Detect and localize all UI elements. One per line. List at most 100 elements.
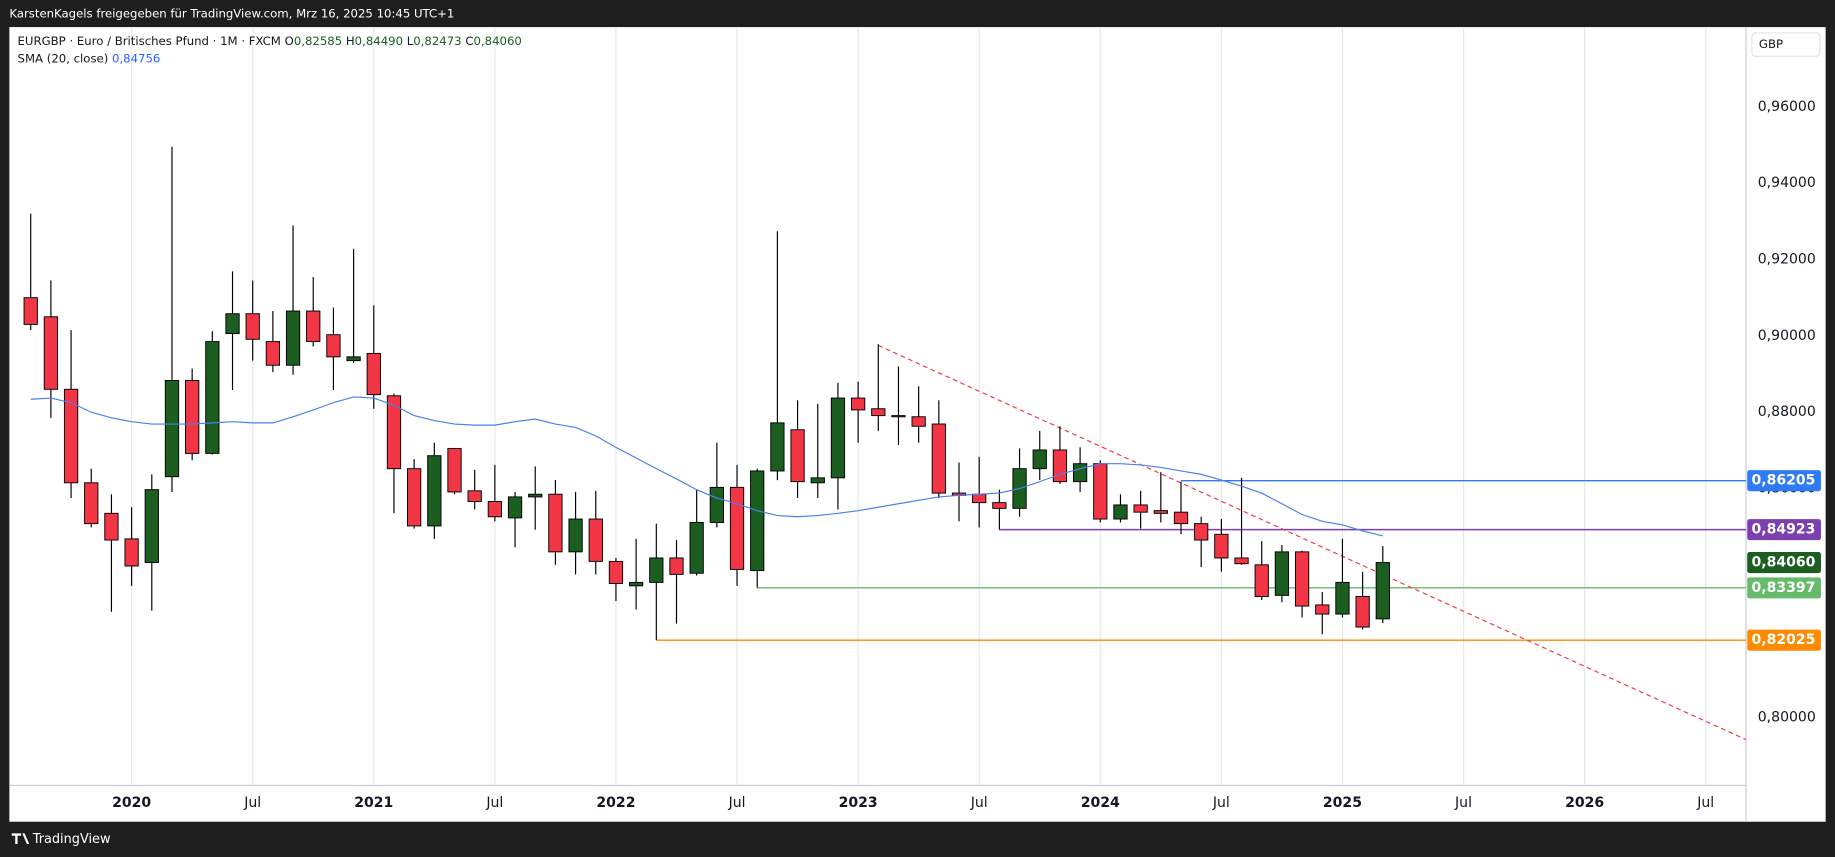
x-tick-label: 2021 (354, 795, 393, 811)
candle-body (1234, 557, 1249, 565)
candle-body (911, 416, 926, 427)
x-tick-label: Jul (1212, 795, 1230, 811)
candle-body (790, 429, 805, 483)
y-tick-label: 0,90000 (1758, 328, 1816, 344)
share-text: KarstenKagels freigegeben für TradingVie… (9, 7, 454, 21)
symbol-legend: EURGBP · Euro / Britisches Pfund · 1M · … (18, 34, 522, 48)
level-tag-box (1747, 519, 1821, 541)
candle-body (568, 518, 583, 553)
y-tick-label: 0,96000 (1758, 99, 1816, 115)
candle-body (245, 313, 260, 340)
candle-body (104, 512, 119, 541)
x-tick-label: Jul (728, 795, 746, 811)
candle-body (931, 423, 946, 494)
x-tick-label: Jul (970, 795, 988, 811)
ohlc-key: H (346, 34, 355, 48)
candle-body (84, 482, 99, 525)
last-price-tag: 0,84060 (1752, 555, 1816, 571)
candle-body (326, 334, 341, 358)
candle-body (205, 341, 220, 454)
x-tick-label: Jul (243, 795, 261, 811)
candle-body (265, 341, 281, 366)
candle-body (1355, 596, 1370, 628)
candle-body (1113, 504, 1128, 520)
y-tick-label: 0,88000 (1758, 404, 1816, 420)
y-tick-label: 0,80000 (1758, 710, 1816, 726)
currency-box (1751, 32, 1821, 57)
trendline (878, 344, 1747, 741)
candle-body (225, 313, 240, 335)
candle-body (729, 486, 745, 570)
candle-body (63, 388, 79, 484)
ohlc-value: 0,82473 (413, 34, 461, 48)
sma-line (30, 396, 1383, 537)
level-tag-box (1747, 577, 1821, 599)
candle-body (850, 397, 866, 411)
x-tick-label: 2022 (596, 795, 635, 811)
sma-legend: SMA (20, close) 0,84756 (18, 51, 161, 65)
candle-body (1335, 581, 1350, 615)
level-tag: 0,82025 (1752, 632, 1816, 648)
last-price-tag-box (1747, 552, 1821, 574)
x-tick-label: 2020 (112, 795, 151, 811)
candle-body (1315, 604, 1330, 615)
candle-body (427, 455, 442, 527)
ohlc-key: O (285, 34, 294, 48)
candle-body (487, 501, 502, 518)
candle-body (649, 557, 664, 583)
candle-body (689, 522, 704, 574)
candle-body (548, 493, 563, 553)
candle-body (709, 486, 724, 523)
candle-body (164, 380, 180, 478)
ohlc-value: 0,84490 (355, 34, 403, 48)
candle-body (366, 352, 381, 396)
candle-body (669, 557, 684, 575)
candle-body (1153, 510, 1168, 514)
level-tag: 0,86205 (1752, 473, 1816, 489)
candle-body (1032, 449, 1047, 470)
candle-body (23, 297, 38, 325)
x-tick-label: 2026 (1565, 795, 1604, 811)
brand-logo (11, 833, 30, 844)
candle-body (306, 310, 321, 343)
candle-body (770, 422, 785, 472)
candle-body (1254, 564, 1269, 597)
candle-body (144, 489, 159, 564)
candle-body (447, 447, 462, 493)
candle-body (750, 470, 765, 572)
candle-body (346, 356, 361, 362)
candle-body (891, 415, 906, 418)
x-tick-label: Jul (1454, 795, 1472, 811)
x-tick-label: Jul (485, 795, 503, 811)
candle-body (285, 310, 301, 366)
candle-body (124, 538, 139, 567)
candle-body (830, 397, 846, 479)
symbol: EURGBP · Euro / Britisches Pfund · 1M · … (18, 34, 281, 48)
x-tick-label: 2024 (1081, 795, 1120, 811)
y-tick-label: 0,92000 (1758, 252, 1816, 268)
level-tag-box (1747, 470, 1821, 492)
x-tick-label: Jul (1696, 795, 1714, 811)
sma-value: 0,84756 (112, 51, 160, 65)
candle-body (185, 380, 200, 454)
sma-name: SMA (20, close) (18, 51, 109, 65)
candle-body (992, 502, 1007, 509)
candle-body (1173, 511, 1189, 525)
level-tag-box (1747, 629, 1821, 651)
candle-body (871, 408, 886, 417)
ohlc-value: 0,82585 (294, 34, 342, 48)
footer-brand: TradingView (32, 832, 111, 847)
candle-body (588, 518, 603, 562)
candle-body (1274, 551, 1290, 596)
ohlc-key: L (407, 34, 414, 48)
candle-body (1194, 523, 1209, 541)
candle-body (386, 395, 402, 470)
candle-body (407, 468, 422, 527)
candle-body (43, 316, 59, 390)
candle-body (1214, 533, 1229, 559)
level-tag: 0,83397 (1752, 580, 1816, 596)
candle-body (507, 496, 523, 519)
candle-body (608, 560, 624, 585)
candle-body (1072, 463, 1088, 483)
